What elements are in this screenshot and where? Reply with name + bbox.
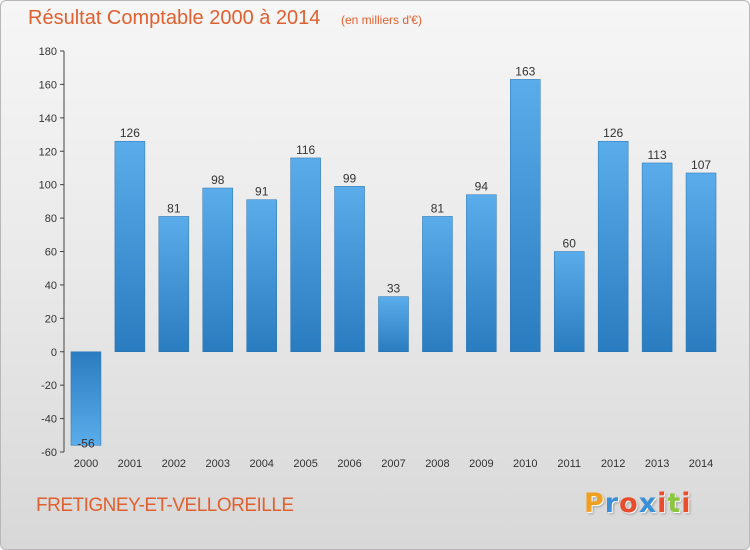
data-label: -56 bbox=[77, 436, 95, 450]
logo-letter: r bbox=[604, 488, 620, 519]
bar bbox=[202, 187, 234, 352]
x-tick-label: 2000 bbox=[74, 458, 98, 470]
logo-letter: P bbox=[584, 488, 605, 519]
y-tick-label: 60 bbox=[45, 247, 57, 259]
data-label: 113 bbox=[648, 148, 667, 162]
y-tick-label: 0 bbox=[51, 347, 57, 359]
x-tick-label: 2014 bbox=[689, 458, 713, 470]
x-tick-label: 2001 bbox=[118, 458, 142, 470]
bar bbox=[685, 172, 717, 352]
y-tick-label: 100 bbox=[39, 180, 57, 192]
bar bbox=[334, 186, 365, 352]
bar bbox=[553, 251, 585, 352]
x-tick-label: 2007 bbox=[381, 458, 405, 470]
x-tick-label: 2004 bbox=[249, 458, 273, 470]
logo-letter: i bbox=[657, 488, 668, 519]
x-tick-label: 2008 bbox=[425, 458, 449, 470]
y-tick-label: 180 bbox=[39, 46, 57, 58]
data-label: 107 bbox=[691, 158, 711, 172]
proxiti-logo: Proxiti bbox=[584, 488, 692, 519]
data-label: 98 bbox=[211, 173, 225, 187]
commune-name: FRETIGNEY-ET-VELLOREILLE bbox=[36, 495, 294, 516]
bar bbox=[422, 216, 453, 352]
data-label: 99 bbox=[343, 171, 357, 185]
y-tick-label: 80 bbox=[45, 213, 57, 225]
bar bbox=[597, 140, 629, 352]
bar bbox=[70, 351, 102, 446]
logo-letter: o bbox=[619, 488, 639, 519]
data-label: 91 bbox=[255, 185, 269, 199]
y-tick-label: 40 bbox=[45, 280, 57, 292]
x-tick-label: 2011 bbox=[557, 458, 581, 470]
bar bbox=[466, 194, 497, 352]
data-label: 126 bbox=[603, 126, 623, 140]
y-tick-label: -60 bbox=[41, 447, 57, 459]
y-tick-label: 160 bbox=[39, 79, 57, 91]
data-label: 116 bbox=[296, 143, 315, 157]
x-tick-label: 2013 bbox=[645, 458, 669, 470]
data-label: 126 bbox=[120, 126, 140, 140]
data-label: 94 bbox=[475, 180, 489, 194]
y-tick-label: -20 bbox=[41, 380, 57, 392]
data-label: 163 bbox=[515, 64, 535, 78]
bar bbox=[158, 216, 190, 352]
y-tick-label: 20 bbox=[45, 313, 57, 325]
data-label: 60 bbox=[563, 237, 577, 251]
logo-letter: i bbox=[681, 488, 692, 519]
logo-letter: t bbox=[667, 488, 682, 519]
bar bbox=[378, 296, 409, 352]
x-tick-label: 2009 bbox=[469, 458, 493, 470]
data-label: 33 bbox=[387, 282, 401, 296]
bar bbox=[641, 162, 673, 352]
bars-group bbox=[70, 79, 717, 446]
bar bbox=[290, 157, 321, 352]
chart-title: Résultat Comptable 2000 à 2014 bbox=[28, 7, 321, 29]
bar bbox=[510, 79, 541, 352]
y-tick-label: 140 bbox=[39, 113, 57, 125]
y-tick-label: 120 bbox=[39, 146, 57, 158]
bar bbox=[114, 140, 146, 352]
data-label: 81 bbox=[431, 201, 445, 215]
x-tick-label: 2012 bbox=[601, 458, 625, 470]
x-tick-label: 2005 bbox=[293, 458, 317, 470]
x-tick-label: 2010 bbox=[513, 458, 537, 470]
labels-group: -56 2000 126 2001 81 2002 98 2003 91 2004 116 2005 9… bbox=[74, 64, 714, 470]
chart-unit: (en milliers d'€) bbox=[341, 13, 422, 27]
bar bbox=[246, 199, 277, 352]
x-tick-label: 2006 bbox=[337, 458, 361, 470]
x-tick-label: 2002 bbox=[162, 458, 186, 470]
logo-letter: x bbox=[638, 488, 658, 519]
y-tick-label: -40 bbox=[41, 414, 57, 426]
data-label: 81 bbox=[167, 201, 181, 215]
axis-group: -60 -40 -20 0 20 40 60 80 100 120 140 160 180 bbox=[39, 46, 65, 459]
x-tick-label: 2003 bbox=[206, 458, 230, 470]
